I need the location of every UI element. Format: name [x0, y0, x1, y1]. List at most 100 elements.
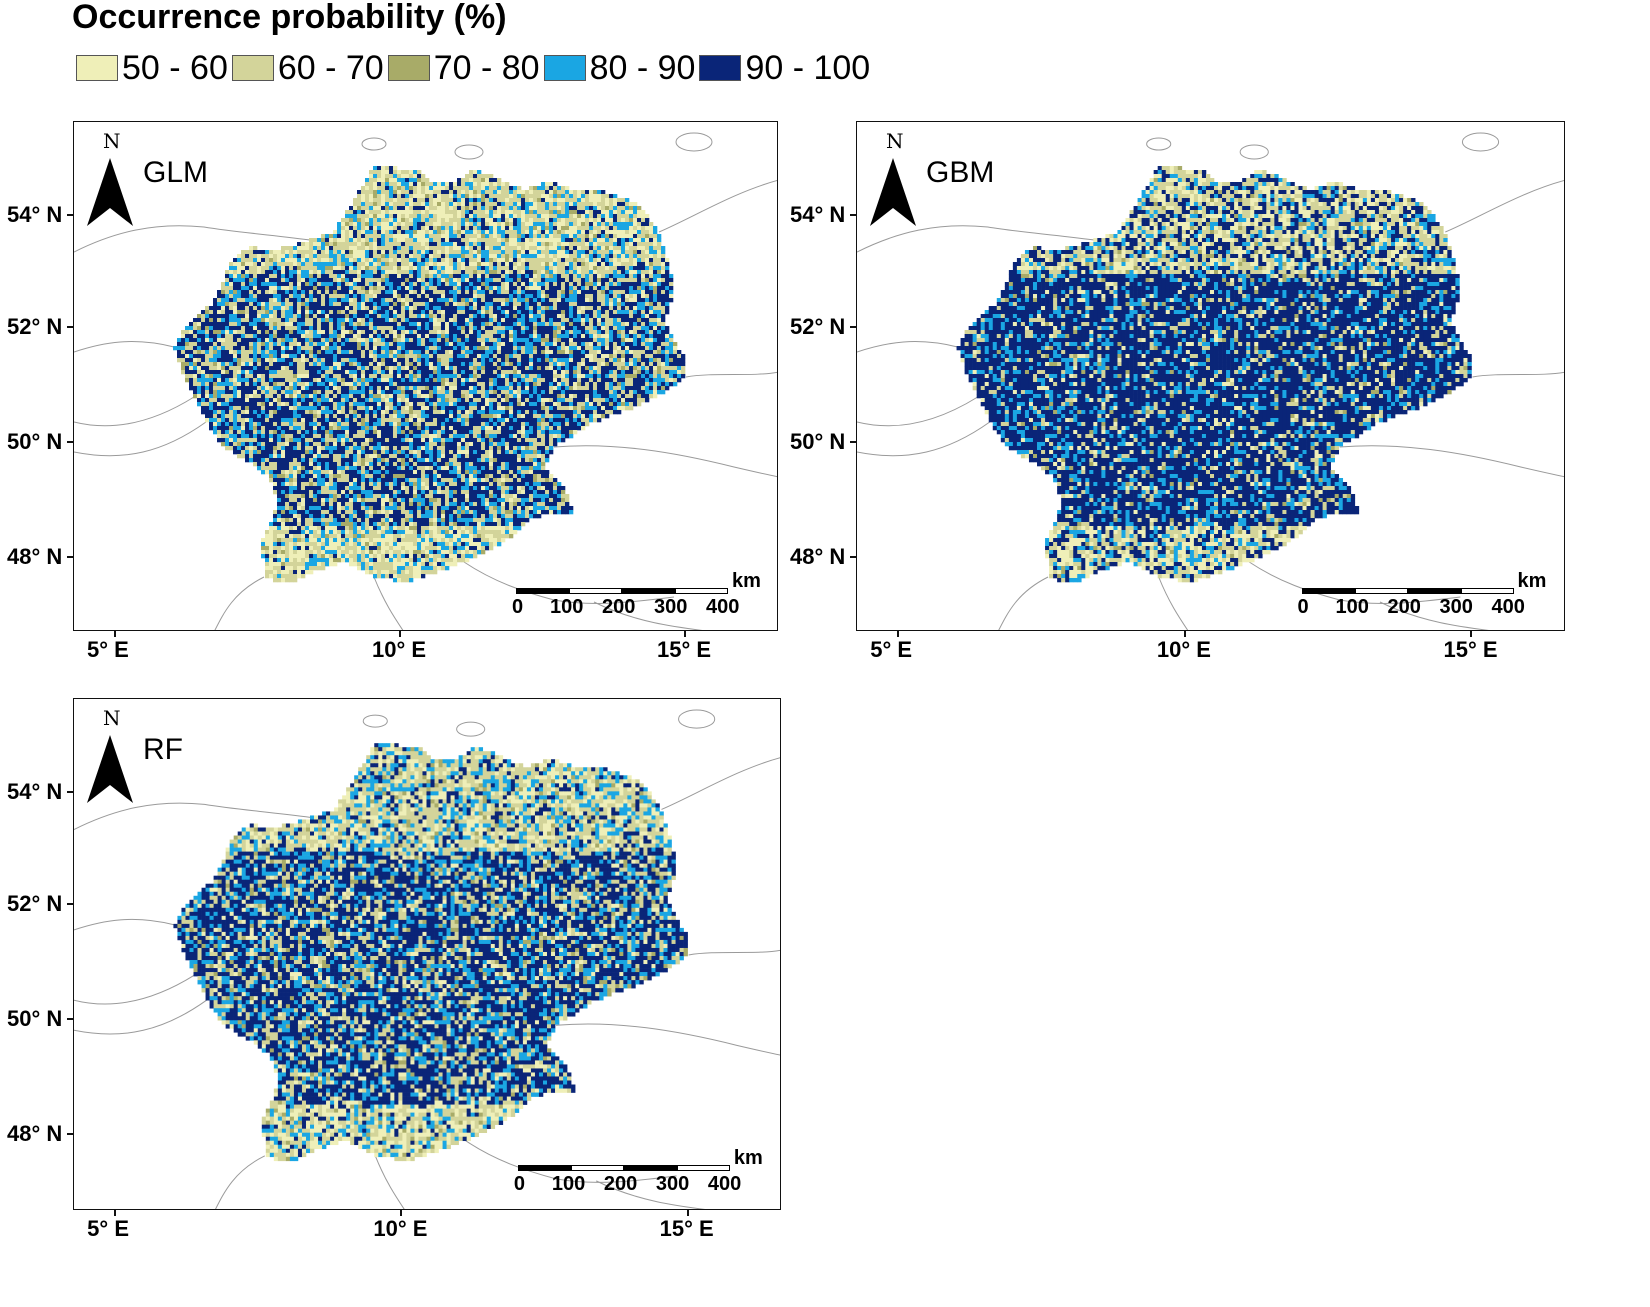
legend-item-90-100: 90 - 100 [699, 49, 870, 88]
scale-tick-label: 200 [604, 1173, 637, 1196]
longitude-tick [684, 631, 686, 637]
map-frame [73, 698, 781, 1210]
scale-tick-label: 200 [602, 596, 635, 619]
scale-tick-label: 300 [654, 596, 687, 619]
longitude-label: 5° E [87, 637, 129, 663]
legend-label: 50 - 60 [122, 49, 228, 88]
latitude-label: 50° N [7, 1006, 62, 1032]
island-outline [456, 721, 486, 737]
legend-swatch [543, 55, 586, 81]
country-border [998, 576, 1049, 630]
scale-tick-label: 400 [1492, 596, 1525, 619]
country-border [373, 576, 404, 630]
legend-swatch [231, 55, 274, 81]
country-border [595, 1180, 705, 1209]
scale-bar-segment [1354, 588, 1408, 594]
scale-bar-segment [622, 588, 675, 594]
scale-bar-segment [676, 1165, 730, 1171]
longitude-label: 10° E [373, 1216, 427, 1242]
country-border [74, 421, 207, 457]
latitude-label: 48° N [790, 544, 845, 570]
latitude-tick [67, 791, 73, 793]
country-border [1379, 601, 1489, 630]
latitude-tick [850, 441, 856, 443]
probability-raster [173, 743, 688, 1162]
latitude-tick [67, 1018, 73, 1020]
country-border [857, 396, 978, 427]
scale-bar-segment [517, 1165, 571, 1171]
scale-tick-label: 0 [1298, 596, 1309, 619]
probability-map [74, 132, 777, 630]
country-border [214, 576, 265, 630]
country-border [1472, 371, 1564, 378]
country-border [465, 1140, 677, 1183]
country-border [1158, 576, 1189, 630]
scale-tick-label: 200 [1388, 596, 1421, 619]
latitude-label: 54° N [7, 779, 62, 805]
legend-label: 70 - 80 [434, 49, 540, 88]
scale-bar [1301, 588, 1514, 594]
probability-map [74, 709, 780, 1209]
longitude-tick [1470, 631, 1473, 637]
north-label: N [103, 706, 121, 730]
scale-unit: km [734, 1147, 763, 1170]
longitude-tick [400, 1210, 403, 1216]
island-outline [1146, 137, 1172, 151]
latitude-label: 54° N [790, 202, 845, 228]
latitude-tick [67, 903, 73, 905]
longitude-tick [114, 631, 116, 637]
country-border [658, 180, 777, 233]
country-border [463, 561, 675, 604]
north-arrow-icon [87, 735, 133, 803]
map-frame [73, 121, 778, 631]
scale-bar-segment [1301, 588, 1355, 594]
island-outline [454, 144, 484, 160]
country-border [857, 421, 991, 457]
country-border [1445, 180, 1564, 233]
latitude-tick [67, 556, 73, 558]
country-border [593, 601, 703, 630]
country-border [1248, 561, 1461, 604]
longitude-tick [1183, 631, 1186, 637]
country-border [661, 757, 780, 810]
scale-tick-label: 100 [550, 596, 583, 619]
latitude-tick [67, 214, 73, 216]
legend-swatch [387, 55, 430, 81]
country-border [857, 341, 958, 353]
scale-tick-label: 100 [552, 1173, 585, 1196]
legend-item-70-80: 70 - 80 [387, 49, 540, 88]
scale-bar-segment [516, 588, 569, 594]
legend-item-50-60: 50 - 60 [76, 49, 228, 88]
model-label: GLM [143, 156, 208, 190]
longitude-label: 15° E [657, 637, 711, 663]
country-border [74, 918, 175, 931]
latitude-label: 52° N [7, 891, 62, 917]
model-label: GBM [926, 156, 994, 190]
country-border [1339, 445, 1564, 478]
scale-bar-segment [570, 1165, 624, 1171]
longitude-tick [897, 631, 900, 637]
latitude-label: 52° N [7, 314, 62, 340]
map-frame [856, 121, 1565, 631]
longitude-label: 5° E [870, 637, 912, 663]
scale-tick-label: 300 [656, 1173, 689, 1196]
country-border [556, 1023, 780, 1056]
legend-label: 80 - 90 [590, 49, 696, 88]
scale-bar-segment [1460, 588, 1514, 594]
legend-swatch [699, 55, 742, 81]
latitude-tick [67, 441, 73, 443]
country-border [74, 999, 207, 1035]
country-border [74, 802, 312, 830]
scale-bar-segment [1407, 588, 1461, 594]
scale-tick-label: 300 [1440, 596, 1473, 619]
scale-tick-label: 0 [512, 596, 523, 619]
country-border [215, 1155, 266, 1209]
longitude-label: 15° E [1443, 637, 1497, 663]
legend-item-60-70: 60 - 70 [231, 49, 384, 88]
legend: 50 - 60 60 - 70 70 - 80 80 - 90 90 - 100 [76, 48, 874, 88]
legend-label: 90 - 100 [745, 49, 870, 88]
scale-unit: km [1518, 570, 1547, 593]
longitude-label: 15° E [660, 1216, 714, 1242]
country-border [685, 371, 777, 378]
country-border [688, 949, 780, 956]
